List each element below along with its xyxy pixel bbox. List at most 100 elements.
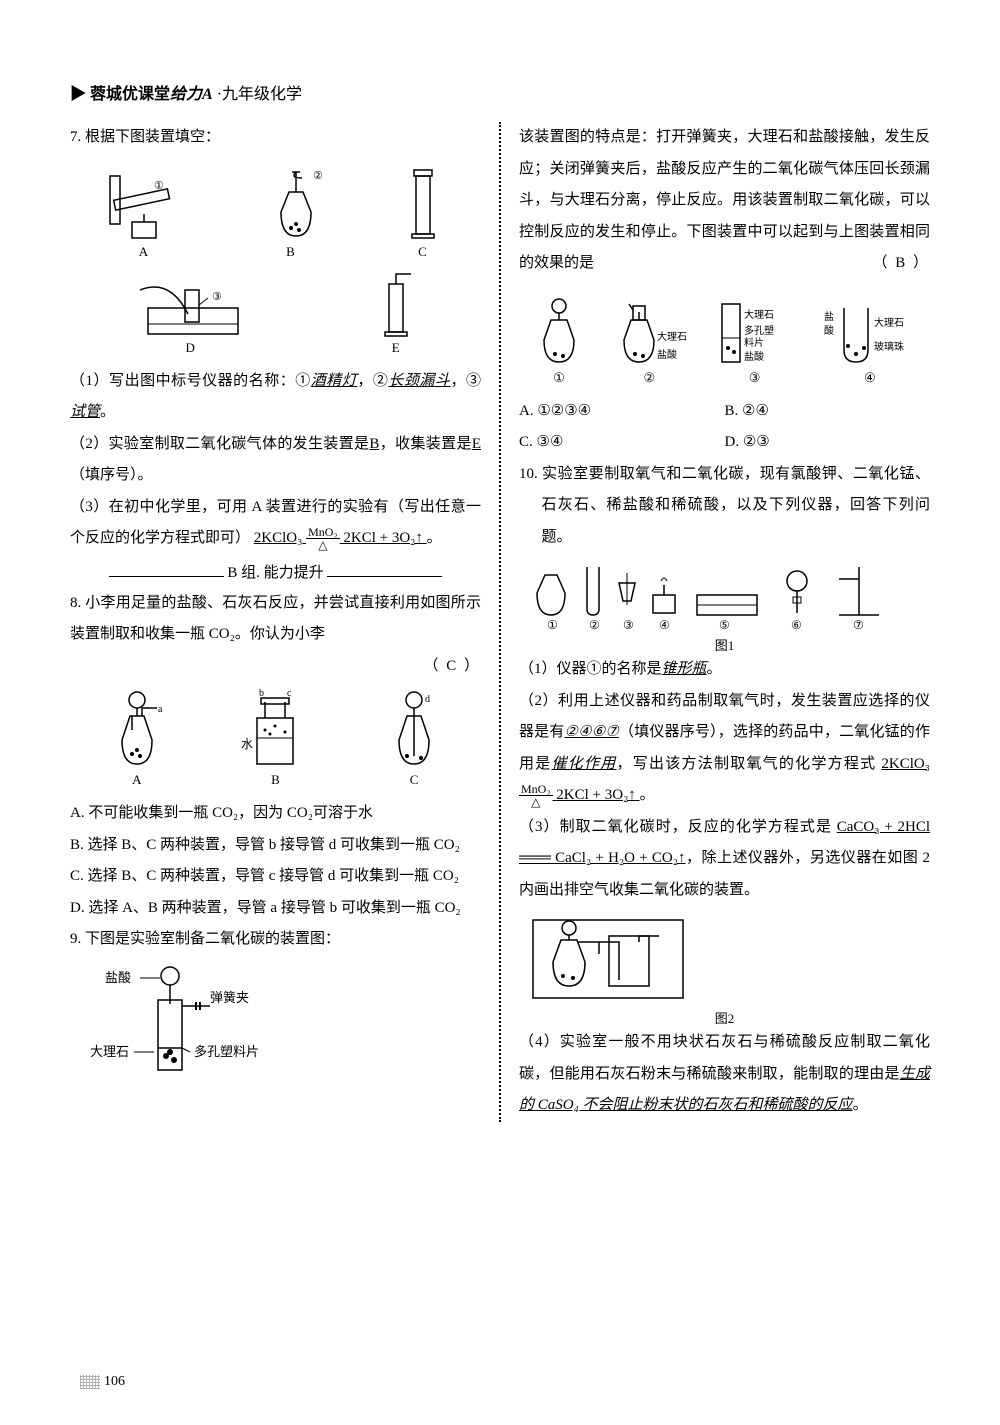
arrow-icon: ▶ — [70, 86, 86, 103]
q8-optB: B. 选择 B、C 两种装置，导管 b 接导管 d 可收集到一瓶 CO₂ — [70, 830, 481, 862]
svg-text:大理石: 大理石 — [657, 330, 687, 343]
q8-diag-B: bc 水 B — [235, 682, 315, 788]
eq-cond: MnO₂△ — [519, 783, 553, 808]
svg-text:大理石: 大理石 — [874, 316, 904, 329]
eq-l: 2KClO₃ — [254, 530, 303, 546]
diag-label: B — [251, 244, 331, 260]
q9-stem: 9. 下图是实验室制备二氧化碳的装置图： — [70, 924, 481, 956]
diag-label: C — [379, 772, 449, 788]
fig1-caption: 图1 — [519, 635, 930, 654]
header-right: ·九年级化学 — [217, 86, 302, 103]
trough-icon: ③ — [130, 270, 250, 340]
text: 该装置图的特点是：打开弹簧夹，大理石和盐酸接触，发生反应；关闭弹簧夹后，盐酸反应… — [519, 129, 930, 271]
water-label: 水 — [241, 737, 253, 751]
text: （3）制取二氧化碳时，反应的化学方程式是 — [519, 819, 832, 835]
svg-text:⑤: ⑤ — [719, 618, 730, 632]
answer-paren: （ C ） — [423, 651, 481, 683]
text: 。 — [100, 404, 115, 420]
text: （1）写出图中标号仪器的名称：① — [70, 373, 311, 389]
q9-choices: A. ①②③④ B. ②④ C. ③④ D. ②③ — [519, 396, 930, 459]
diag-label: A — [102, 772, 172, 788]
svg-text:弹簧夹: 弹簧夹 — [210, 990, 249, 1005]
svg-text:⑥: ⑥ — [791, 618, 802, 632]
text: 。 — [640, 787, 655, 803]
page-number: 106 — [80, 1374, 125, 1390]
flask-icon: a — [102, 682, 172, 772]
answer: E — [472, 436, 481, 452]
svg-text:盐酸: 盐酸 — [105, 970, 131, 985]
diag-label: D — [130, 340, 250, 356]
fig2-caption: 图2 — [519, 1008, 930, 1027]
q9-d1: ① — [529, 290, 589, 386]
q7-p1: （1）写出图中标号仪器的名称：①酒精灯，②长颈漏斗，③试管。 — [70, 366, 481, 429]
header-script: 给力A — [170, 86, 213, 103]
right-column: 该装置图的特点是：打开弹簧夹，大理石和盐酸接触，发生反应；关闭弹簧夹后，盐酸反应… — [519, 122, 930, 1122]
q7-diag-D: ③ D — [130, 270, 250, 356]
q10-fig2: 图2 — [519, 906, 930, 1027]
svg-text:a: a — [158, 704, 163, 715]
q9-d3: 大理石 多孔塑 料片 盐酸 ③ — [710, 290, 800, 386]
answer: 催化作用 — [552, 756, 617, 772]
q10-fig1: ① ② ③ ④ ⑤ ⑥ ⑦ 图1 — [519, 553, 930, 654]
section-b-label: B 组. 能力提升 — [227, 565, 323, 581]
svg-text:①: ① — [547, 618, 558, 632]
answer-paren: （ B ） — [872, 248, 930, 280]
svg-text:多孔塑: 多孔塑 — [744, 324, 774, 337]
diag-label: ④ — [820, 370, 920, 386]
co2-apparatus-icon: 盐酸 大理石 弹簧夹 多孔塑料片 — [70, 956, 290, 1086]
q7-diag-A: ① A — [104, 164, 184, 260]
diag-label: ③ — [710, 370, 800, 386]
diag-label: E — [371, 340, 421, 356]
eq-r: 2KCl + 3O₂↑ — [343, 530, 423, 546]
eq-r: 2KCl + 3O₂↑ — [556, 787, 636, 803]
svg-text:盐: 盐 — [824, 310, 834, 323]
text: 。 — [427, 530, 442, 546]
answer: B — [369, 436, 379, 452]
text: ，收集装置是 — [379, 436, 471, 452]
apparatus-icon: ① — [104, 164, 184, 244]
text: ，② — [357, 373, 388, 389]
svg-text:c: c — [287, 688, 292, 699]
header-title: 蓉城优课堂 — [90, 86, 170, 103]
diag-label: ② — [609, 370, 689, 386]
svg-text:盐酸: 盐酸 — [744, 350, 764, 363]
q9-d4: 盐酸 大理石 玻璃珠 ④ — [820, 290, 920, 386]
text: （填序号）。 — [70, 467, 153, 483]
flask-icon: d — [379, 682, 449, 772]
svg-text:大理石: 大理石 — [90, 1044, 129, 1059]
q8-optA: A. 不可能收集到一瓶 CO₂，因为 CO₂可溶于水 — [70, 798, 481, 830]
q9-optC: C. ③④ — [519, 427, 725, 459]
q9-optA: A. ①②③④ — [519, 396, 725, 428]
svg-text:③: ③ — [623, 618, 634, 632]
q8-diagram-row: a A bc 水 B — [70, 682, 481, 788]
svg-text:d: d — [425, 694, 430, 705]
q10-p2: （2）利用上述仪器和药品制取氧气时，发生装置应选择的仪器是有②④⑥⑦（填仪器序号… — [519, 686, 930, 812]
q10-stem: 10. 实验室要制取氧气和二氧化碳，现有氯酸钾、二氧化锰、石灰石、稀盐酸和稀硫酸… — [519, 459, 930, 554]
answer: 锥形瓶 — [662, 661, 707, 677]
text: （4）实验室一般不用块状石灰石与稀硫酸反应制取二氧化碳，但能用石灰石粉末与稀硫酸… — [519, 1034, 930, 1082]
equipment-icon: ① ② ③ ④ ⑤ ⑥ ⑦ — [519, 553, 899, 633]
two-column-layout: 7. 根据下图装置填空： ① A ② — [70, 122, 930, 1122]
svg-text:①: ① — [154, 180, 164, 192]
diag-label: A — [104, 244, 184, 260]
cylinder-icon — [398, 164, 448, 244]
diag-label: C — [398, 244, 448, 260]
svg-text:盐酸: 盐酸 — [657, 348, 677, 361]
q9-diagram: 盐酸 大理石 弹簧夹 多孔塑料片 — [70, 956, 481, 1086]
answer: 酒精灯 — [311, 373, 358, 389]
utube-icon: 盐酸 大理石 玻璃珠 — [820, 290, 920, 370]
tube-icon: 大理石 多孔塑 料片 盐酸 — [710, 290, 800, 370]
q8-diag-C: d C — [379, 682, 449, 788]
eq-cond: MnO₂△ — [306, 526, 340, 551]
svg-text:b: b — [259, 688, 264, 699]
equation: 2KClO₃ MnO₂△ 2KCl + 3O₂↑ — [254, 530, 427, 546]
q7-diag-E: E — [371, 270, 421, 356]
q9-optD: D. ②③ — [725, 427, 931, 459]
q7-diag-C: C — [398, 164, 448, 260]
q10-p3: （3）制取二氧化碳时，反应的化学方程式是 CaCO₃ + 2HCl ═══ Ca… — [519, 812, 930, 907]
q10-p1: （1）仪器①的名称是锥形瓶。 — [519, 654, 930, 686]
flask-icon: 大理石 盐酸 — [609, 290, 689, 370]
collection-icon — [519, 906, 699, 1006]
svg-text:②: ② — [313, 170, 323, 182]
q7-stem: 7. 根据下图装置填空： — [70, 122, 481, 154]
